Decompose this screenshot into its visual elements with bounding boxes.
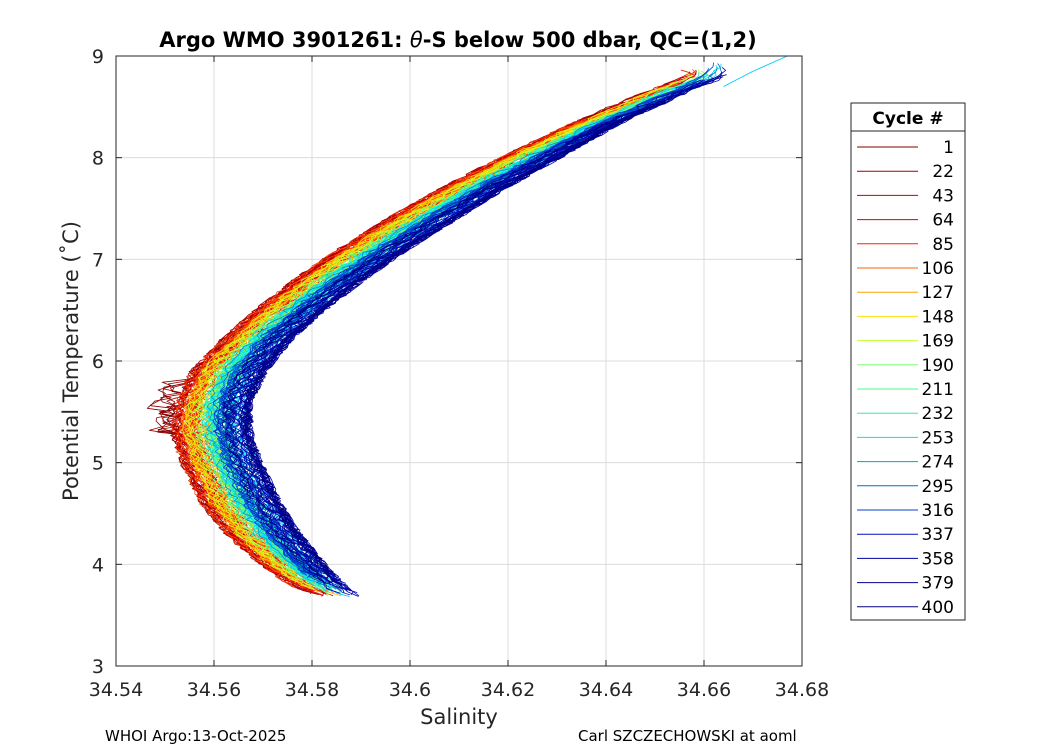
legend-label: 43 xyxy=(932,186,954,206)
profile-line xyxy=(192,94,648,578)
footer-right: Carl SZCZECHOWSKI at aoml xyxy=(578,727,797,745)
profile-line xyxy=(229,111,635,594)
profile-line xyxy=(235,85,697,592)
data-series xyxy=(146,55,788,597)
x-tick-label: 34.6 xyxy=(389,679,431,701)
profile-line xyxy=(238,95,670,583)
profile-line xyxy=(204,101,644,577)
chart-title: Argo WMO 3901261: θ-S below 500 dbar, QC… xyxy=(159,28,756,52)
x-axis-label: Salinity xyxy=(420,705,498,729)
y-tick-label: 3 xyxy=(92,656,104,678)
profile-line xyxy=(230,115,623,585)
axis-ticks: 34.54 34.56 34.58 34.6 34.62 34.64 34.66 34.68 3… xyxy=(89,46,829,701)
legend-label: 316 xyxy=(922,501,954,521)
profile-line xyxy=(243,74,727,576)
legend-label: 232 xyxy=(922,404,954,424)
profile-line xyxy=(239,105,648,576)
profile-line xyxy=(171,120,579,589)
x-tick-label: 34.56 xyxy=(187,679,241,701)
y-tick-label: 5 xyxy=(92,453,104,475)
profile-line xyxy=(236,76,724,583)
legend-label: 106 xyxy=(922,259,954,279)
profile-line xyxy=(170,83,672,591)
profile-line xyxy=(242,86,695,582)
legend-label: 64 xyxy=(932,211,954,231)
profile-line xyxy=(242,95,673,575)
legend-label: 211 xyxy=(922,380,954,400)
legend-label: 379 xyxy=(922,574,954,594)
profile-line xyxy=(183,129,573,584)
x-tick-label: 34.64 xyxy=(579,679,633,701)
footer-left: WHOI Argo:13-Oct-2025 xyxy=(105,727,286,745)
legend-label: 400 xyxy=(922,598,954,618)
grid-lines xyxy=(116,56,802,666)
profile-line xyxy=(241,90,684,577)
x-tick-label: 34.66 xyxy=(677,679,731,701)
legend-label: 337 xyxy=(922,525,954,545)
profile-line xyxy=(245,119,625,592)
profile-line xyxy=(185,75,694,589)
y-tick-label: 8 xyxy=(92,148,104,170)
profile-line xyxy=(239,98,666,590)
legend-label: 274 xyxy=(922,453,954,473)
legend-label: 253 xyxy=(922,428,954,448)
profile-line xyxy=(193,125,584,580)
profile-line xyxy=(242,123,613,591)
profile-line xyxy=(234,75,718,587)
profile-line xyxy=(221,114,625,578)
x-tick-label: 34.68 xyxy=(775,679,829,701)
profile-line xyxy=(242,111,638,573)
profile-line xyxy=(204,112,618,583)
legend-label: 169 xyxy=(922,332,954,352)
legend-label: 148 xyxy=(922,307,954,327)
x-tick-label: 34.54 xyxy=(89,679,143,701)
y-tick-label: 9 xyxy=(92,46,104,68)
legend-title: Cycle # xyxy=(872,109,943,129)
x-tick-label: 34.58 xyxy=(285,679,339,701)
profile-line xyxy=(244,112,645,597)
profile-line xyxy=(243,67,726,596)
legend-label: 22 xyxy=(932,162,954,182)
profile-line xyxy=(240,127,611,576)
profile-line xyxy=(228,86,695,590)
y-tick-label: 4 xyxy=(92,554,104,576)
y-axis-label: Potential Temperature (˚C) xyxy=(59,221,83,501)
profile-line xyxy=(243,99,666,593)
profile-line xyxy=(196,86,672,580)
profile-line xyxy=(242,80,715,584)
profile-line xyxy=(237,99,669,577)
legend: Cycle # 1 22 43 64 85 106 127 148 169 190 211 232 25… xyxy=(850,102,966,621)
y-tick-label: 7 xyxy=(92,249,104,271)
x-tick-label: 34.62 xyxy=(481,679,535,701)
profile-line xyxy=(226,107,646,584)
legend-label: 295 xyxy=(922,477,954,497)
profile-line xyxy=(723,55,788,87)
profile-line xyxy=(173,120,587,588)
legend-label: 85 xyxy=(932,235,954,255)
profile-line xyxy=(229,63,722,572)
profile-line xyxy=(242,74,722,586)
profile-line xyxy=(236,63,723,590)
legend-label: 127 xyxy=(922,283,954,303)
y-tick-label: 6 xyxy=(92,351,104,373)
legend-label: 1 xyxy=(943,138,954,158)
profile-line xyxy=(243,112,645,597)
profile-line xyxy=(240,120,618,581)
legend-label: 358 xyxy=(922,549,954,569)
legend-label: 190 xyxy=(922,356,954,376)
profile-line xyxy=(222,112,631,585)
